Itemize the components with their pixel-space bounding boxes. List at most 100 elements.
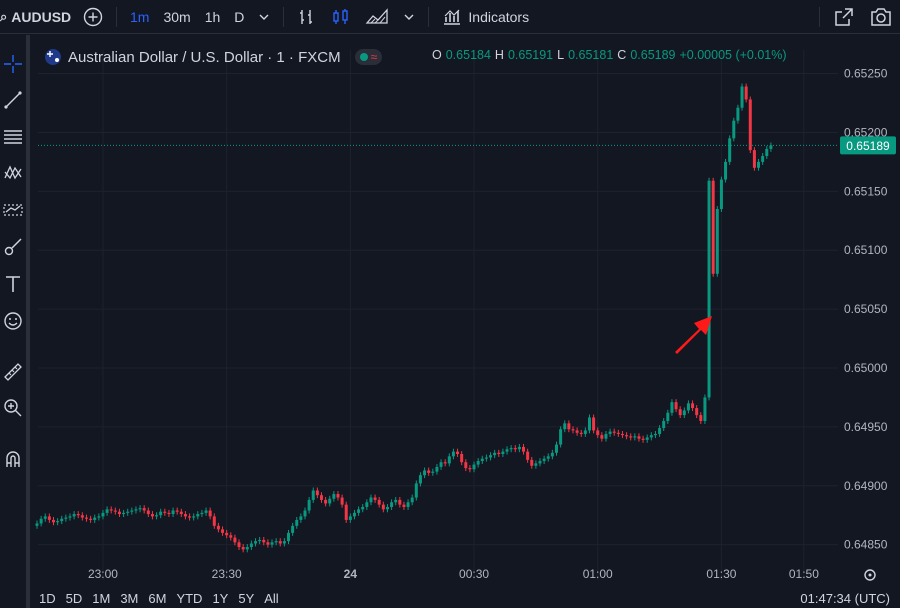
candle-body <box>303 510 307 517</box>
separator <box>819 7 820 27</box>
candle-body <box>138 508 142 510</box>
candle-body <box>163 511 167 513</box>
interval-1m[interactable]: 1m <box>130 8 150 25</box>
candle-body <box>357 509 361 513</box>
magnet-tool[interactable] <box>0 444 26 474</box>
price-axis[interactable]: 0.64850 0.64900 0.64950 0.65000 0.65050 0.651… <box>840 67 896 552</box>
area-style-button[interactable] <box>358 0 396 34</box>
candle-body <box>542 458 546 462</box>
range-5d[interactable]: 5D <box>65 590 83 606</box>
candle-body <box>229 535 233 538</box>
time-axis[interactable]: 23:00 23:30 24 00:30 01:00 01:30 01:50 <box>88 567 819 581</box>
pattern-tool[interactable] <box>0 158 26 188</box>
fib-tool[interactable] <box>0 122 26 152</box>
range-1d[interactable]: 1D <box>39 590 56 606</box>
candle-body <box>460 453 464 463</box>
area-chart-icon <box>365 7 389 24</box>
candle-body <box>546 456 550 459</box>
smiley-icon <box>4 312 22 330</box>
candle-body <box>493 452 497 456</box>
prediction-tool[interactable] <box>0 195 26 225</box>
brush-icon <box>4 238 22 256</box>
bottom-toolbar: 1D 5D 1M 3M 6M YTD 1Y 5Y All 01:47:34 (U… <box>34 588 900 608</box>
candle-body <box>237 542 241 548</box>
range-1y[interactable]: 1Y <box>212 590 229 606</box>
candle-body <box>221 529 225 533</box>
candle-body <box>291 525 295 533</box>
range-5y[interactable]: 5Y <box>238 590 255 606</box>
crosshair-icon <box>4 55 22 73</box>
candle-body <box>625 435 629 437</box>
candle-body <box>171 510 175 515</box>
range-3m[interactable]: 3M <box>120 590 139 606</box>
interval-1h[interactable]: 1h <box>204 8 221 25</box>
candle-body <box>155 515 159 517</box>
zoom-tool[interactable] <box>0 393 26 423</box>
market-open-icon <box>359 53 368 61</box>
style-dropdown[interactable] <box>396 0 422 34</box>
candle-body <box>282 541 286 544</box>
interval-d[interactable]: D <box>234 8 245 25</box>
bar-style-button[interactable] <box>290 0 324 34</box>
candle-body <box>258 539 262 542</box>
candle-body <box>554 444 558 453</box>
candle-body <box>179 511 183 515</box>
snapshot-button[interactable] <box>862 0 900 34</box>
candle-body <box>348 516 352 520</box>
price-tick-label: 0.64850 <box>844 538 888 552</box>
candle-body <box>402 504 406 507</box>
measure-tool[interactable] <box>0 357 26 387</box>
candle-body <box>703 397 707 421</box>
candle-body <box>89 518 93 520</box>
candle-body <box>204 510 208 513</box>
candle-body <box>394 499 398 503</box>
compare-symbol-button[interactable] <box>76 0 110 34</box>
candle-body <box>134 509 138 511</box>
trendline-tool[interactable] <box>0 85 26 115</box>
close-key: C <box>617 48 627 62</box>
close-value: 0.65189 <box>630 48 676 62</box>
text-tool[interactable] <box>0 269 26 299</box>
emoji-tool[interactable] <box>0 306 26 336</box>
price-tick-label: 0.65000 <box>844 361 888 375</box>
price-tick-label: 0.65200 <box>844 125 888 139</box>
candle-body <box>629 436 633 438</box>
interval-30m[interactable]: 30m <box>163 8 191 25</box>
candle-body <box>212 516 216 526</box>
candle-body <box>208 510 212 517</box>
range-all[interactable]: All <box>264 590 279 606</box>
time-tick-label: 01:50 <box>789 567 819 581</box>
fullscreen-button[interactable] <box>826 0 862 34</box>
price-chart[interactable]: 0.64850 0.64900 0.64950 0.65000 0.65050 0.651… <box>34 38 900 608</box>
time-tick-label: 00:30 <box>459 567 489 581</box>
symbol-search[interactable]: ⌕ AUDUSD <box>0 9 76 25</box>
crosshair-tool[interactable] <box>0 49 26 79</box>
candle-body <box>736 107 740 121</box>
price-tick-label: 0.65050 <box>844 302 888 316</box>
settings-gear[interactable] <box>864 569 876 581</box>
candle-body <box>608 431 612 434</box>
candle-body <box>315 490 319 496</box>
candle-body <box>183 514 187 517</box>
interval-dropdown[interactable] <box>251 0 277 34</box>
candle-body <box>744 86 748 100</box>
candle-body <box>381 504 385 510</box>
open-key: O <box>432 48 442 62</box>
candle-body <box>538 461 542 464</box>
drawing-toolbar <box>0 35 30 608</box>
range-ytd[interactable]: YTD <box>176 590 203 606</box>
candle-body <box>225 532 229 536</box>
candle-body <box>410 497 414 503</box>
candle-body <box>352 512 356 517</box>
range-6m[interactable]: 6M <box>148 590 167 606</box>
candle-style-button[interactable] <box>324 0 358 34</box>
change-value: +0.00005 (+0.01%) <box>679 48 787 62</box>
market-status[interactable]: ≈ <box>354 49 383 65</box>
candle-body <box>68 516 72 518</box>
instrument-title: Australian Dollar / U.S. Dollar · 1 · FX… <box>68 48 341 66</box>
plus-circle-icon <box>83 7 103 26</box>
range-1m[interactable]: 1M <box>92 590 111 606</box>
indicators-button[interactable]: Indicators <box>435 0 536 34</box>
trendline-icon <box>4 91 22 109</box>
brush-tool[interactable] <box>0 232 26 262</box>
